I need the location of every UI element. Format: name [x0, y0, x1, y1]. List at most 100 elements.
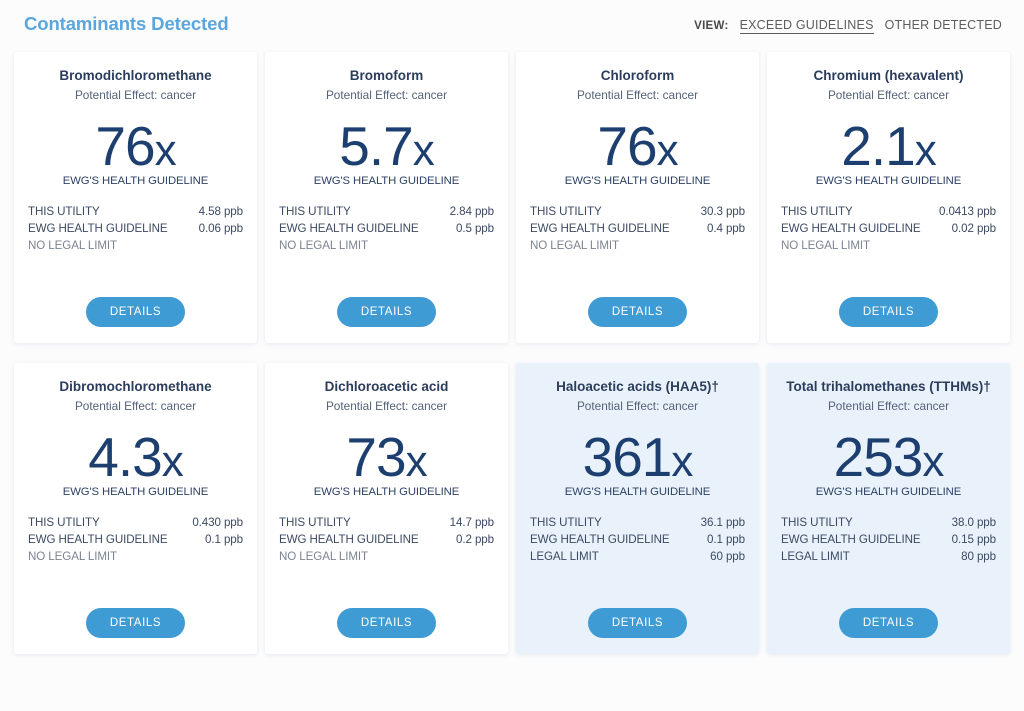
metrics-list: THIS UTILITY 2.84 ppb EWG HEALTH GUIDELINE… [279, 205, 494, 252]
metric-name: LEGAL LIMIT [781, 549, 850, 563]
details-button[interactable]: DETAILS [85, 297, 186, 327]
multiplier-number: 73 [346, 425, 406, 488]
guideline-label: EWG'S HEALTH GUIDELINE [313, 485, 460, 498]
view-option-exceed-guidelines[interactable]: EXCEED GUIDELINES [739, 18, 874, 34]
metric-name: NO LEGAL LIMIT [28, 549, 118, 563]
multiplier-value: 2.1x [781, 118, 996, 174]
metrics-list: THIS UTILITY 38.0 ppb EWG HEALTH GUIDELINE… [781, 516, 996, 563]
contaminant-name: Chloroform [600, 68, 675, 83]
guideline-label: EWG'S HEALTH GUIDELINE [62, 485, 209, 498]
metric-value: 0.02 ppb [951, 221, 996, 235]
multiplier-block: 76x EWG'S HEALTH GUIDELINE [28, 118, 243, 187]
metrics-list: THIS UTILITY 30.3 ppb EWG HEALTH GUIDELINE… [530, 205, 745, 252]
potential-effect: Potential Effect: cancer [827, 87, 950, 102]
multiplier-block: 73x EWG'S HEALTH GUIDELINE [279, 429, 494, 498]
metric-row: EWG HEALTH GUIDELINE 0.06 ppb [28, 222, 243, 235]
metric-name: THIS UTILITY [781, 204, 853, 218]
metric-row: EWG HEALTH GUIDELINE 0.2 ppb [279, 533, 494, 546]
metric-value: 0.1 ppb [205, 532, 243, 546]
details-button[interactable]: DETAILS [587, 608, 688, 638]
details-button[interactable]: DETAILS [336, 608, 437, 638]
view-label: VIEW: [694, 20, 729, 32]
contaminant-card: Dibromochloromethane Potential Effect: ca… [14, 363, 257, 654]
contaminant-name: Total trihalomethanes (TTHMs)† [786, 379, 991, 394]
guideline-label: EWG'S HEALTH GUIDELINE [815, 485, 962, 498]
details-button[interactable]: DETAILS [838, 297, 939, 327]
metric-name: EWG HEALTH GUIDELINE [530, 221, 670, 235]
metric-name: NO LEGAL LIMIT [279, 549, 369, 563]
metric-name: EWG HEALTH GUIDELINE [279, 221, 419, 235]
multiplier-value: 76x [28, 118, 243, 175]
contaminant-card: Bromoform Potential Effect: cancer 5.7x EWG… [265, 52, 508, 343]
multiplier-suffix: x [671, 436, 693, 486]
metric-row: NO LEGAL LIMIT [28, 550, 243, 563]
contaminant-card: Chloroform Potential Effect: cancer 76x EWG… [516, 52, 759, 343]
card-footer: DETAILS [28, 279, 243, 327]
metric-value: 30.3 ppb [700, 204, 745, 218]
view-option-other-detected[interactable]: OTHER DETECTED [884, 18, 1002, 32]
multiplier-block: 76x EWG'S HEALTH GUIDELINE [530, 118, 745, 187]
metric-row: THIS UTILITY 2.84 ppb [279, 205, 494, 218]
metric-name: THIS UTILITY [279, 204, 351, 218]
metric-row: EWG HEALTH GUIDELINE 0.5 ppb [279, 222, 494, 235]
multiplier-suffix: x [922, 436, 944, 486]
metric-value: 38.0 ppb [951, 515, 996, 529]
contaminant-card-grid: Bromodichloromethane Potential Effect: ca… [0, 48, 1024, 654]
multiplier-number: 76 [95, 114, 155, 177]
metric-name: THIS UTILITY [530, 515, 602, 529]
metric-name: EWG HEALTH GUIDELINE [781, 532, 921, 546]
potential-effect: Potential Effect: cancer [74, 398, 197, 413]
multiplier-number: 5.7 [339, 114, 413, 177]
metric-value: 0.06 ppb [198, 221, 243, 235]
multiplier-number: 361 [582, 425, 673, 488]
contaminant-name: Chromium (hexavalent) [813, 68, 964, 83]
metric-name: THIS UTILITY [279, 515, 351, 529]
metric-value: 0.2 ppb [456, 532, 494, 546]
guideline-label: EWG'S HEALTH GUIDELINE [564, 485, 711, 498]
details-button[interactable]: DETAILS [85, 608, 186, 638]
metric-row: THIS UTILITY 4.58 ppb [28, 205, 243, 218]
multiplier-number: 76 [597, 114, 657, 177]
contaminant-name: Dichloroacetic acid [324, 379, 449, 394]
metric-value: 0.5 ppb [456, 221, 494, 235]
metric-value: 0.15 ppb [951, 532, 996, 546]
details-button[interactable]: DETAILS [838, 608, 939, 638]
metric-row: EWG HEALTH GUIDELINE 0.15 ppb [781, 533, 996, 546]
guideline-label: EWG'S HEALTH GUIDELINE [62, 174, 209, 187]
metrics-list: THIS UTILITY 0.0413 ppb EWG HEALTH GUIDELI… [781, 205, 996, 252]
potential-effect: Potential Effect: cancer [325, 398, 448, 413]
metric-name: THIS UTILITY [28, 515, 100, 529]
details-button[interactable]: DETAILS [587, 297, 688, 327]
guideline-label: EWG'S HEALTH GUIDELINE [564, 174, 711, 187]
potential-effect: Potential Effect: cancer [74, 87, 197, 102]
potential-effect: Potential Effect: cancer [576, 398, 699, 413]
contaminant-name: Bromodichloromethane [59, 68, 212, 83]
metric-value: 0.430 ppb [192, 515, 243, 529]
metric-row: NO LEGAL LIMIT [279, 239, 494, 252]
multiplier-number: 2.1 [841, 114, 915, 177]
contaminant-card: Total trihalomethanes (TTHMs)† Potential … [767, 363, 1010, 654]
metric-row: THIS UTILITY 36.1 ppb [530, 516, 745, 529]
multiplier-value: 5.7x [279, 118, 494, 175]
details-button[interactable]: DETAILS [336, 297, 437, 327]
metric-row: THIS UTILITY 0.430 ppb [28, 516, 243, 529]
multiplier-value: 253x [781, 429, 996, 486]
multiplier-value: 76x [530, 118, 745, 174]
contaminant-card: Chromium (hexavalent) Potential Effect: c… [767, 52, 1010, 343]
card-footer: DETAILS [530, 590, 745, 638]
potential-effect: Potential Effect: cancer [576, 87, 699, 102]
card-footer: DETAILS [279, 590, 494, 638]
multiplier-suffix: x [412, 125, 435, 175]
multiplier-block: 361x EWG'S HEALTH GUIDELINE [530, 429, 745, 498]
card-footer: DETAILS [279, 279, 494, 327]
metrics-list: THIS UTILITY 0.430 ppb EWG HEALTH GUIDELIN… [28, 516, 243, 563]
metric-row: EWG HEALTH GUIDELINE 0.4 ppb [530, 222, 745, 235]
card-footer: DETAILS [530, 279, 745, 327]
metric-row: THIS UTILITY 0.0413 ppb [781, 205, 996, 218]
metric-name: THIS UTILITY [530, 204, 602, 218]
multiplier-suffix: x [154, 125, 177, 175]
multiplier-value: 361x [530, 429, 745, 486]
metric-value: 36.1 ppb [700, 515, 745, 529]
metric-row: NO LEGAL LIMIT [28, 239, 243, 252]
